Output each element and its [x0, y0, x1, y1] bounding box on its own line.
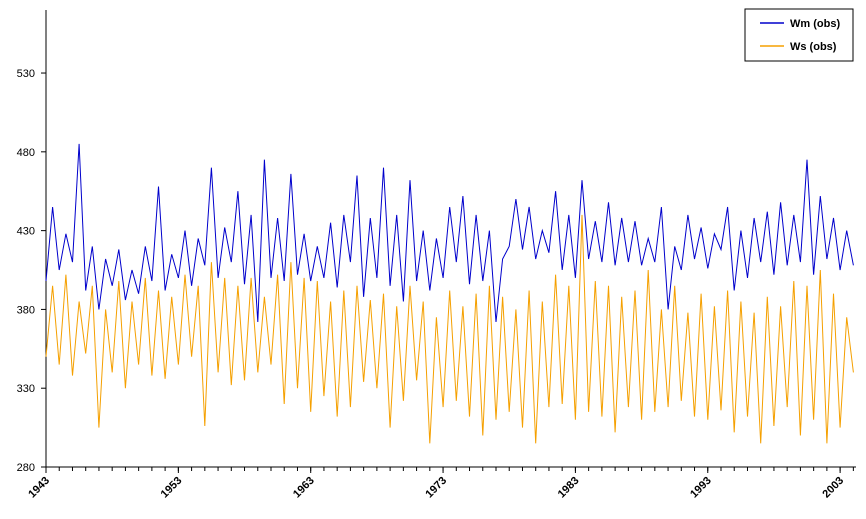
y-tick-label: 280	[17, 462, 35, 474]
series-line-wm-obs	[45, 143, 854, 323]
x-tick-label: 1993	[688, 475, 714, 501]
y-tick-label: 530	[17, 68, 35, 80]
x-tick-label: 1973	[423, 475, 449, 501]
x-axis: 1943 1953 1963 1973 1983 1993 2003	[26, 466, 856, 501]
x-tick-label: 1963	[291, 475, 317, 501]
series-line-ws-obs	[45, 214, 854, 444]
series-layer	[45, 143, 854, 444]
legend-label: Wm (obs)	[790, 18, 840, 30]
x-tick-label: 1983	[556, 475, 582, 501]
y-tick-label: 480	[17, 147, 35, 159]
y-tick-label: 430	[17, 226, 35, 238]
y-tick-label: 330	[17, 383, 35, 395]
y-axis: 280 330 380 430 480 530	[17, 10, 47, 474]
x-tick-label: 1943	[26, 475, 52, 501]
x-tick-label: 2003	[820, 475, 846, 501]
y-tick-label: 380	[17, 304, 35, 316]
legend: Wm (obs) Ws (obs)	[744, 8, 854, 62]
legend-box	[744, 8, 854, 62]
legend-label: Ws (obs)	[790, 41, 837, 53]
x-tick-label: 1953	[159, 475, 185, 501]
